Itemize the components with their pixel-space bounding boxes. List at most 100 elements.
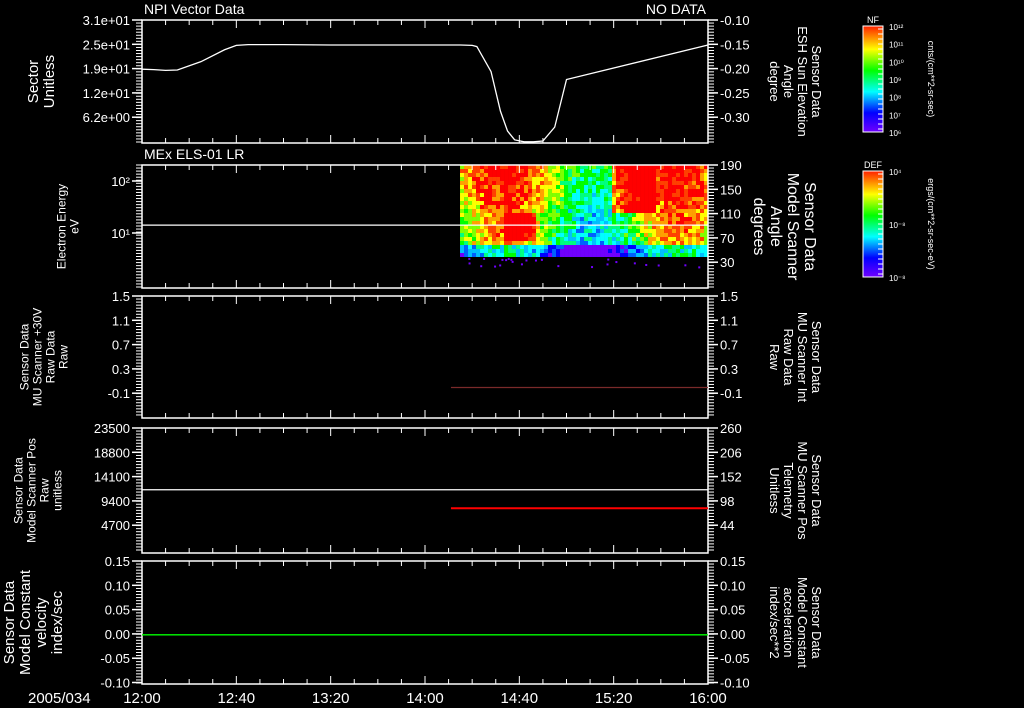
spectrogram-cell [500,165,505,169]
spectrogram-cell [484,245,489,249]
spectrogram-cell [504,249,509,253]
spectrogram-cell [528,245,533,249]
spectrogram-cell [568,173,573,177]
spectrogram-cell [604,245,609,249]
spectrogram-cell [572,213,577,217]
spectrogram-cell [656,185,661,189]
spectrogram-cell [656,165,661,169]
spectrogram-cell [657,264,660,267]
spectrogram-cell [688,245,693,249]
spectrogram-cell [512,221,517,225]
spectrogram-cell [632,205,637,209]
spectrogram-cell [520,249,525,253]
spectrogram-cell [552,189,557,193]
spectrogram-cell [628,205,633,209]
spectrogram-cell [672,177,677,181]
spectrogram-cell [532,229,537,233]
spectrogram-cell [588,177,593,181]
spectrogram-cell [484,229,489,233]
spectrogram-cell [624,253,629,257]
spectrogram-cell [568,241,573,245]
spectrogram-cell [536,241,541,245]
spectrogram-cell [672,209,677,213]
spectrogram-cell [668,189,673,193]
time-tick-label: 15:20 [595,690,633,707]
spectrogram-cell [692,233,697,237]
spectrogram-cell [640,185,645,189]
spectrogram-cell [568,245,573,249]
spectrogram-cell [568,225,573,229]
spectrogram-cell [496,201,501,205]
spectrogram-cell [664,249,669,253]
left-axis-label: Electron Energy [55,184,69,269]
spectrogram-cell [580,249,585,253]
spectrogram-cell [480,265,483,268]
spectrogram-cell [512,213,517,217]
left-axis-label: unitless [51,470,65,511]
spectrogram-cell [580,233,585,237]
spectrogram-cell [476,241,481,245]
right-tick-label: 98 [720,494,734,509]
spectrogram-cell [596,213,601,217]
spectrogram-cell [588,249,593,253]
spectrogram-cell [688,241,693,245]
spectrogram-cell [680,189,685,193]
left-tick-label: 0.00 [105,627,130,642]
spectrogram-cell [488,189,493,193]
spectrogram-cell [544,253,549,257]
spectrogram-cell [556,225,561,229]
spectrogram-cell [512,181,517,185]
spectrogram-cell [556,201,561,205]
left-tick-label: 0.3 [112,362,130,377]
spectrogram-cell [664,233,669,237]
spectrogram-cell [608,173,613,177]
spectrogram-cell [688,221,693,225]
spectrogram-cell [568,249,573,253]
spectrogram-cell [676,229,681,233]
spectrogram-cell [648,249,653,253]
left-axis-label: Sensor Data [18,323,32,390]
spectrogram-cell [584,201,589,205]
spectrogram-cell [688,169,693,173]
spectrogram-cell [616,193,621,197]
spectrogram-cell [592,169,597,173]
spectrogram-cell [564,197,569,201]
spectrogram-cell [496,177,501,181]
spectrogram-cell [508,185,513,189]
spectrogram-cell [508,173,513,177]
spectrogram-cell [592,209,597,213]
spectrogram-cell [644,221,649,225]
spectrogram-cell [552,221,557,225]
spectrogram-cell [636,209,641,213]
spectrogram-cell [684,169,689,173]
spectrogram-cell [536,185,541,189]
left-axis-label: Raw [57,345,71,369]
spectrogram-cell [620,177,625,181]
spectrogram-cell [552,165,557,169]
spectrogram-cell [684,221,689,225]
spectrogram-cell [494,265,497,268]
spectrogram-cell [591,266,594,269]
spectrogram-cell [496,213,501,217]
spectrogram-cell [472,173,477,177]
spectrogram-cell [624,197,629,201]
spectrogram-cell [612,209,617,213]
spectrogram-cell [676,197,681,201]
spectrogram-cell [496,217,501,221]
spectrogram-cell [564,229,569,233]
spectrogram-cell [552,245,557,249]
spectrogram-cell [468,209,473,213]
spectrogram-cell [472,177,477,181]
spectrogram-cell [692,209,697,213]
spectrogram-cell [624,221,629,225]
spectrogram-cell [488,213,493,217]
spectrogram-cell [504,221,509,225]
spectrogram-cell [516,245,521,249]
spectrogram-cell [492,165,497,169]
spectrogram-cell [528,165,533,169]
spectrogram-cell [604,253,609,257]
spectrogram-cell [592,225,597,229]
spectrogram-cell [516,177,521,181]
right-tick-label: 260 [720,421,742,436]
spectrogram-cell [652,185,657,189]
